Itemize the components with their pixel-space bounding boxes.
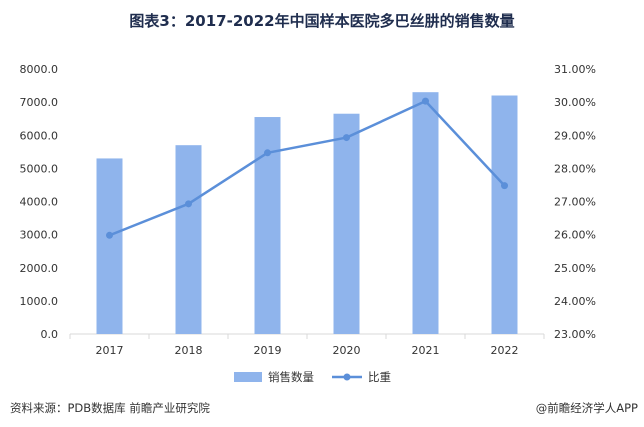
axes-group xyxy=(69,333,545,339)
legend-line-marker xyxy=(343,373,351,381)
y-left-tick-label: 5000.0 xyxy=(20,162,59,175)
legend-bar-label: 销售数量 xyxy=(268,370,314,384)
x-tick-label: 2020 xyxy=(333,344,361,357)
credit-note: @前瞻经济学人APP xyxy=(535,401,638,415)
y-right-tick-label: 31.00% xyxy=(554,63,596,76)
y-left-tick-label: 2000.0 xyxy=(20,262,59,275)
line-point-2021 xyxy=(422,97,429,105)
y-left-tick-label: 4000.0 xyxy=(20,196,59,209)
source-note: 资料来源：PDB数据库 前瞻产业研究院 xyxy=(10,401,210,415)
bar-2018 xyxy=(175,145,202,334)
line-point-2018 xyxy=(185,200,192,208)
x-tick-label: 2017 xyxy=(96,344,124,357)
x-tick-label: 2019 xyxy=(254,344,282,357)
y-left-tick-label: 6000.0 xyxy=(20,129,59,142)
y-right-tick-label: 25.00% xyxy=(554,262,596,275)
legend-line-label: 比重 xyxy=(368,370,391,384)
line-point-2017 xyxy=(106,231,113,239)
line-series xyxy=(106,97,508,239)
y-left-tick-label: 3000.0 xyxy=(20,229,59,242)
line-point-2020 xyxy=(343,134,350,142)
bar-2017 xyxy=(96,158,123,334)
line-point-2019 xyxy=(264,149,271,157)
y-right-tick-label: 27.00% xyxy=(554,196,596,209)
x-tick-label: 2018 xyxy=(175,344,203,357)
chart-title: 图表3：2017-2022年中国样本医院多巴丝肼的销售数量 xyxy=(129,12,515,30)
bar-2021 xyxy=(412,92,439,334)
y-right-tick-label: 23.00% xyxy=(554,328,596,341)
y-left-tick-label: 8000.0 xyxy=(20,63,59,76)
bar-2020 xyxy=(333,113,360,334)
bar-2022 xyxy=(491,95,518,334)
y-left-tick-label: 1000.0 xyxy=(20,295,59,308)
line-point-2022 xyxy=(501,182,508,190)
y-right-tick-label: 29.00% xyxy=(554,129,596,142)
x-tick-label: 2021 xyxy=(412,344,440,357)
y-right-tick-label: 28.00% xyxy=(554,162,596,175)
tick-labels: 0.0 1000.0 2000.0 3000.0 4000.0 5000.0 6000.0 7… xyxy=(20,63,596,357)
bar-series xyxy=(96,92,518,334)
line-path xyxy=(109,99,506,237)
y-right-tick-label: 26.00% xyxy=(554,229,596,242)
legend-bar-swatch xyxy=(234,372,262,382)
y-right-tick-label: 30.00% xyxy=(554,96,596,109)
y-right-tick-label: 24.00% xyxy=(554,295,596,308)
legend: 销售数量 比重 xyxy=(234,370,391,384)
y-left-tick-label: 0.0 xyxy=(41,328,59,341)
x-tick-label: 2022 xyxy=(491,344,519,357)
y-left-tick-label: 7000.0 xyxy=(20,96,59,109)
